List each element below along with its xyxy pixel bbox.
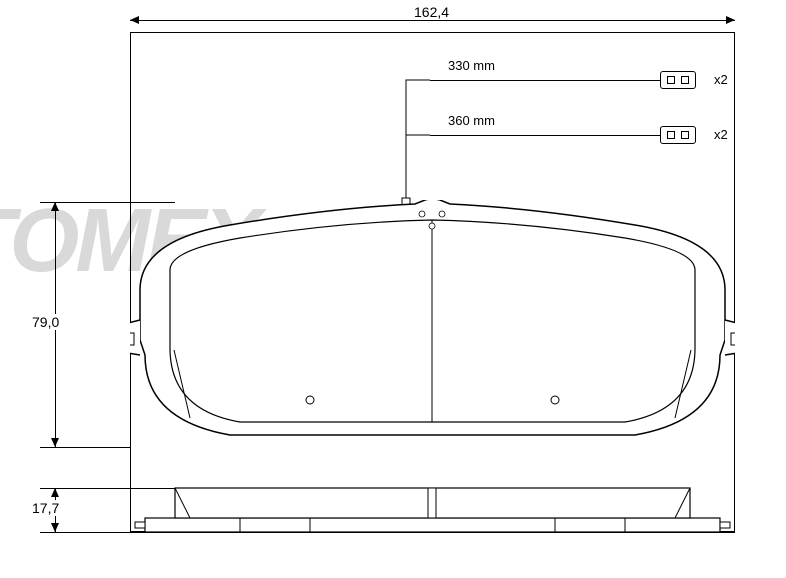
brake-pad-section-view (130, 478, 735, 538)
sensor2-label: 360 mm (448, 113, 495, 128)
dim-width-arrow-left (130, 16, 139, 24)
dim-thick-arrow-up (51, 488, 59, 497)
sensor2-wire (430, 135, 660, 136)
sensor1-qty: x2 (714, 72, 728, 87)
sensor2-connector (660, 126, 696, 144)
dim-thick-arrow-down (51, 523, 59, 532)
brake-pad-front-view (130, 200, 735, 450)
dim-height-text: 79,0 (28, 314, 63, 330)
dim-thick-text: 17,7 (28, 500, 63, 516)
dim-width-arrow-right (726, 16, 735, 24)
sensor1-connector (660, 71, 696, 89)
sensor1-wire (430, 80, 660, 81)
sensor-lead-svg (400, 70, 450, 210)
dim-width-text: 162,4 (410, 4, 453, 20)
sensor2-qty: x2 (714, 127, 728, 142)
dim-height-arrow-down (51, 438, 59, 447)
dim-width-line (130, 20, 735, 21)
dim-height-ext-bot (40, 447, 130, 448)
dim-height-arrow-up (51, 202, 59, 211)
drawing-canvas: TOMEX brakes 162,4 79,0 17,7 330 mm x2 3… (0, 0, 786, 578)
sensor1-label: 330 mm (448, 58, 495, 73)
